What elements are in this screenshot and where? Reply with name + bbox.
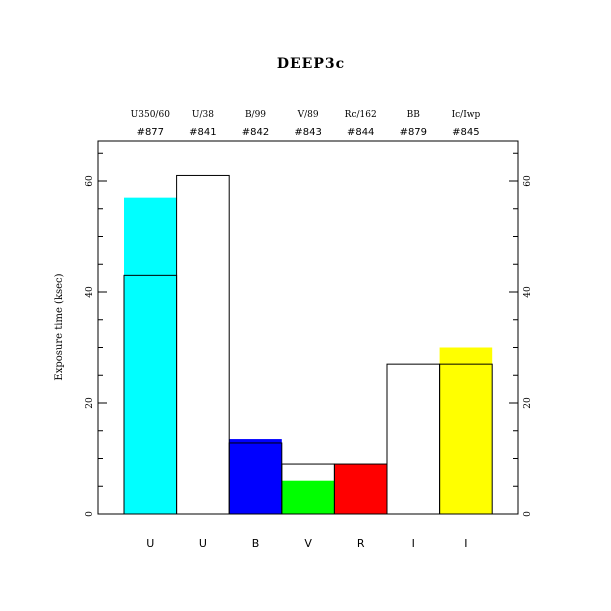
filter-label-6: Ic/Iwp	[452, 110, 481, 120]
band-label-6: I	[464, 537, 467, 550]
filter-label-3: V/89	[297, 110, 319, 120]
filter-id-3: #843	[294, 127, 321, 138]
y-tick-label-left-40: 40	[85, 286, 95, 298]
y-axis-label: Exposure time (ksec)	[54, 273, 65, 380]
ticks-layer	[98, 152, 518, 487]
band-label-0: U	[146, 537, 154, 550]
chart-title: DEEP3c	[277, 56, 345, 72]
bar-fill-6	[439, 347, 493, 514]
bar-fill-4	[334, 464, 387, 514]
y-tick-label-right-40: 40	[523, 286, 533, 298]
y-tick-label-right-20: 20	[523, 397, 533, 409]
filter-id-5: #879	[400, 127, 427, 138]
y-tick-label-left-20: 20	[85, 397, 95, 409]
labels-layer: U350/60 #877 U U/38 #841 U B/99 #842 B V/89 #843 V R…	[85, 110, 533, 550]
filter-label-1: U/38	[192, 110, 214, 120]
band-label-1: U	[199, 537, 207, 550]
band-label-2: B	[252, 537, 260, 550]
filter-id-0: #877	[137, 127, 164, 138]
band-label-3: V	[304, 537, 312, 550]
filter-label-5: BB	[407, 110, 421, 120]
filter-id-1: #841	[189, 127, 216, 138]
filter-label-4: Rc/162	[345, 110, 377, 120]
bar-fill-3	[281, 480, 335, 514]
band-label-4: R	[357, 537, 365, 550]
band-label-5: I	[412, 537, 415, 550]
filter-label-0: U350/60	[131, 110, 171, 120]
filter-label-2: B/99	[245, 110, 266, 120]
filter-id-6: #845	[452, 127, 479, 138]
bar-fill-0	[124, 197, 177, 514]
bars-layer	[124, 197, 493, 514]
y-tick-label-left-60: 60	[85, 175, 95, 187]
bar-outline-5	[386, 363, 441, 515]
bar-fill-2	[229, 439, 282, 514]
plot-frame	[97, 140, 519, 515]
y-tick-label-left-0: 0	[85, 511, 95, 517]
filter-id-4: #844	[347, 127, 374, 138]
y-tick-label-right-0: 0	[523, 511, 533, 517]
bar-outline-1	[176, 174, 230, 515]
filter-id-2: #842	[242, 127, 269, 138]
outline-layer	[123, 174, 493, 515]
y-tick-label-right-60: 60	[523, 175, 533, 187]
